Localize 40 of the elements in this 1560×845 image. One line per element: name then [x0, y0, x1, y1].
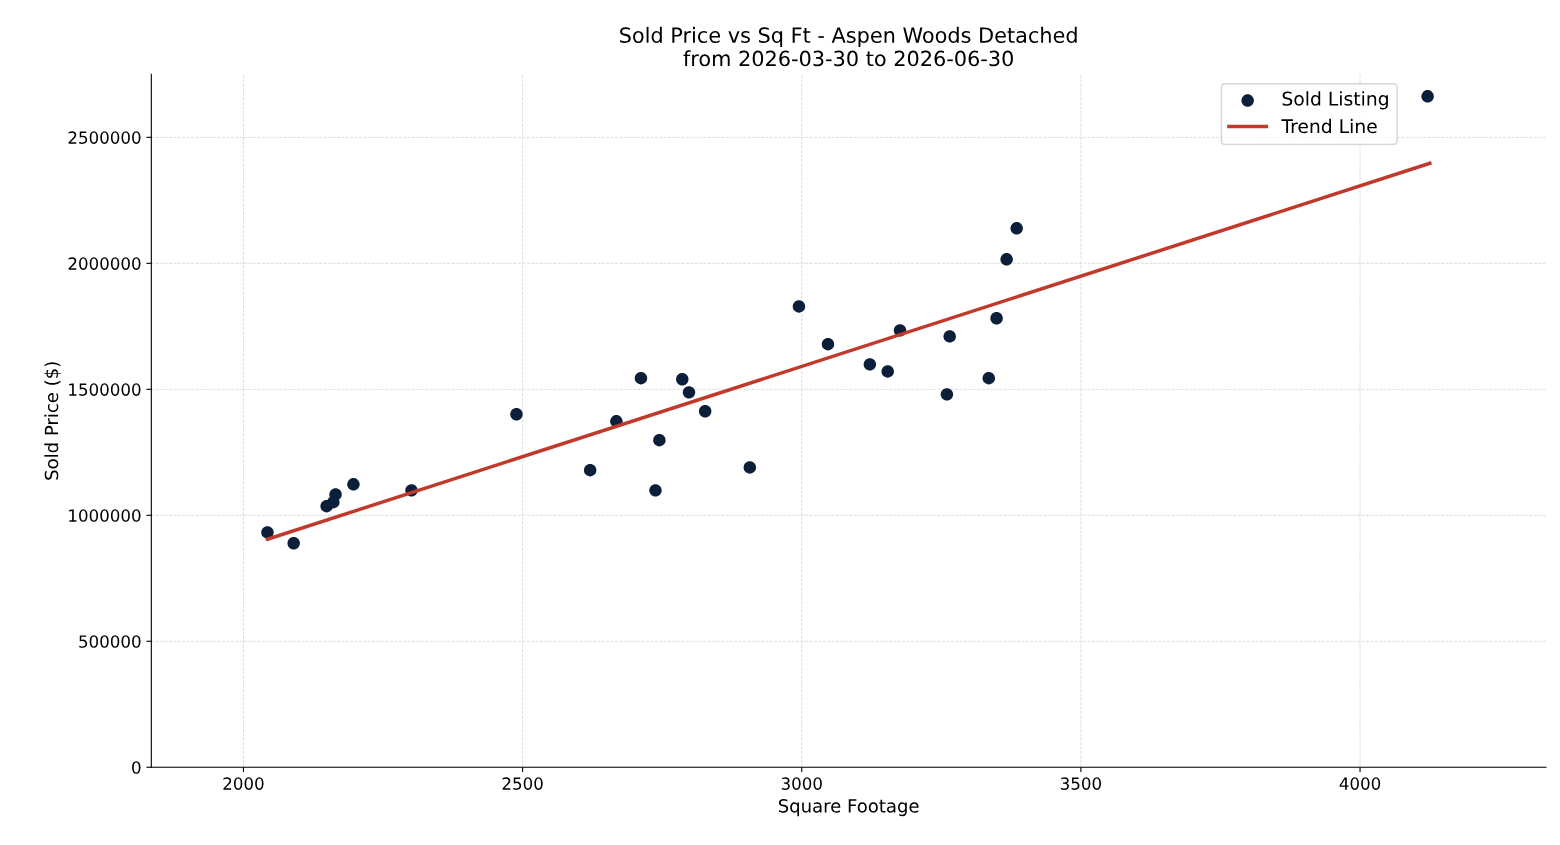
point — [982, 372, 995, 385]
x-tick-label: 3500 — [1060, 777, 1101, 790]
y-tick-label: 1500000 — [69, 383, 141, 396]
point — [653, 434, 666, 447]
y-tick-label: 0 — [132, 761, 141, 774]
y-tick-label: 2500000 — [68, 131, 141, 144]
point — [329, 488, 342, 501]
point — [743, 461, 757, 474]
point — [990, 312, 1003, 325]
point — [583, 463, 597, 477]
x-tick-label: 4000 — [1339, 777, 1381, 790]
legend-label: Sold Listing — [1282, 91, 1388, 110]
point — [1421, 90, 1434, 103]
x-axis-title: Square Footage — [778, 798, 919, 817]
y-axis-title: Sold Price ($) — [44, 362, 61, 480]
point — [649, 484, 662, 497]
point — [863, 358, 877, 371]
point — [698, 405, 712, 418]
x-tick-label: 2500 — [502, 777, 543, 790]
point — [943, 330, 956, 343]
point — [792, 300, 806, 313]
y-tick-label: 500000 — [79, 635, 141, 648]
point — [634, 372, 648, 385]
point — [682, 386, 696, 399]
point — [510, 408, 523, 421]
point — [1000, 253, 1013, 266]
x-tick-label: 2000 — [223, 777, 264, 790]
point — [676, 373, 689, 386]
point — [1010, 222, 1023, 235]
chart-title: Sold Price vs Sq Ft - Aspen Woods Detached from 2026-03-30 to 2026-06-30 — [620, 26, 1077, 67]
y-tick-label: 1000000 — [69, 509, 141, 522]
point — [821, 338, 835, 351]
point — [287, 537, 300, 550]
legend-label: Trend Line — [1281, 118, 1377, 134]
point — [261, 526, 274, 539]
x-tick-label: 3000 — [781, 777, 822, 790]
point — [940, 388, 954, 401]
y-tick-label: 2000000 — [68, 257, 141, 270]
point — [347, 478, 360, 491]
point — [881, 365, 894, 378]
